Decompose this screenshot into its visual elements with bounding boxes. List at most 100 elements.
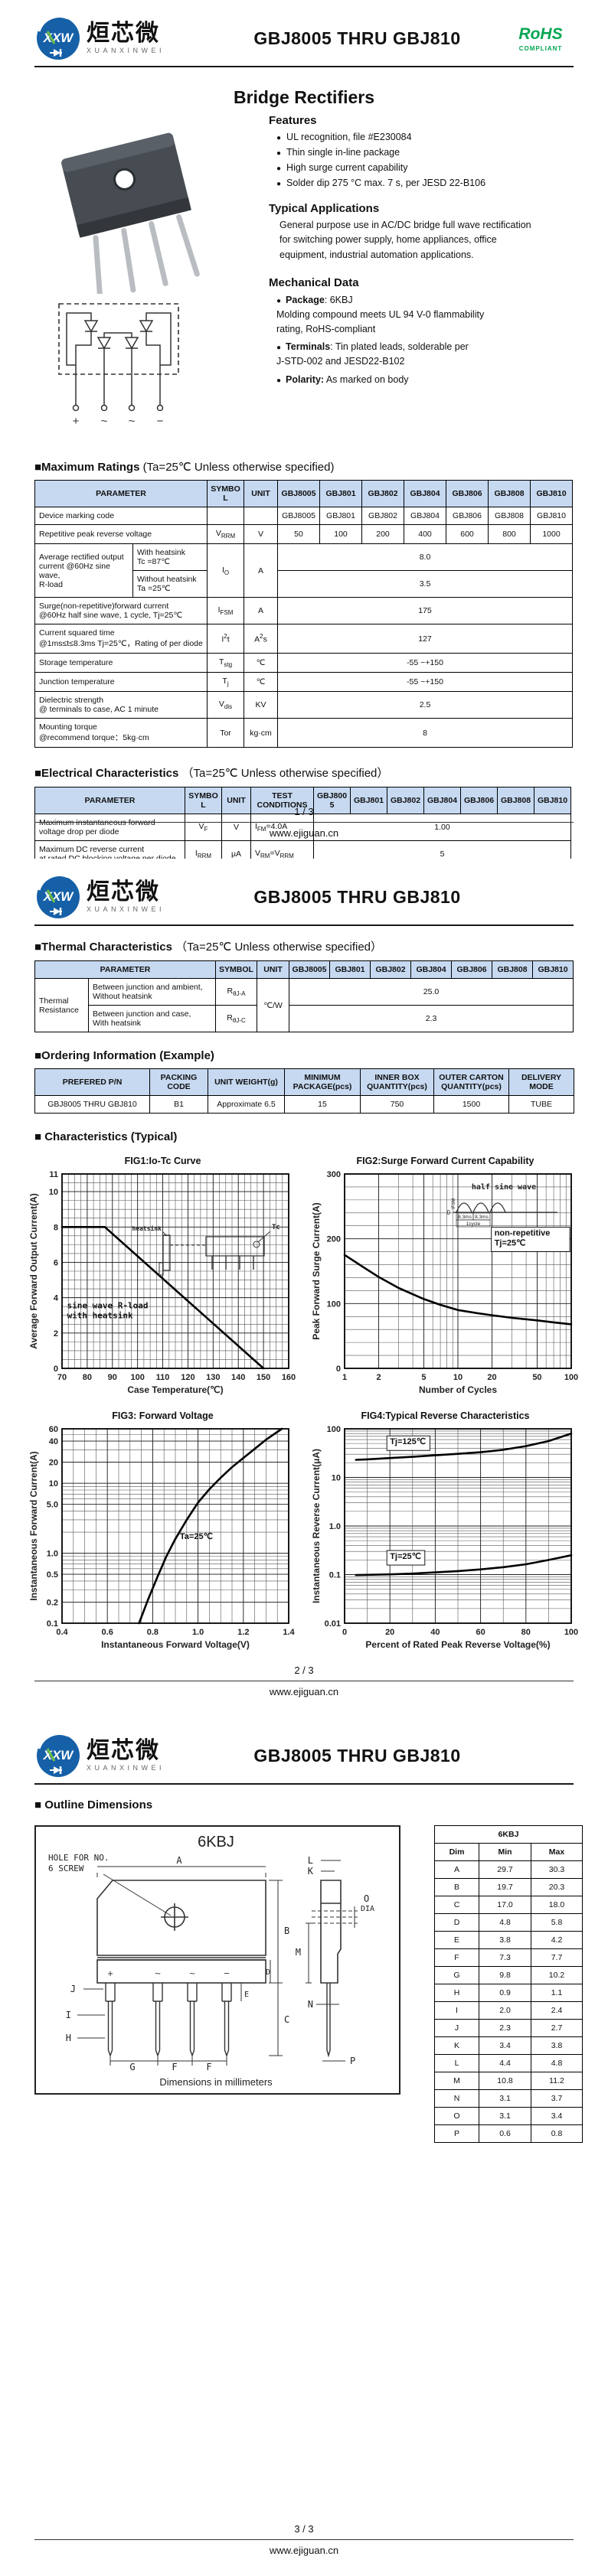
svg-text:Ta=25℃: Ta=25℃ <box>179 1532 212 1541</box>
cell: 750 <box>360 1095 434 1114</box>
product-photo <box>61 132 200 299</box>
cell: 10.8 <box>479 2072 531 2090</box>
header-cell: GBJ810 <box>530 480 574 507</box>
header-cell: UNIT <box>244 480 279 507</box>
svg-text:Instantaneous Forward Voltage(: Instantaneous Forward Voltage(V) <box>101 1639 250 1650</box>
table-row: F 7.3 7.7 <box>434 1948 583 1967</box>
cell: 18.0 <box>530 1896 583 1914</box>
feature-item: ● Thin single in-line package <box>276 147 400 158</box>
mechanical-item-text: As marked on body <box>324 373 409 385</box>
cell: Mounting torque @recommend torque：5kg·cm <box>34 718 208 748</box>
cell: A <box>244 543 279 598</box>
table-row: PARAMETER SYMBOL UNIT TEST CONDITIONS GBJ8005… <box>34 787 571 815</box>
fig1-cell: FIG1:Io-Tc Curve 70 80 90 100 110 120 130 140 15… <box>21 1156 304 1403</box>
cell: Between junction and case, With heatsink <box>87 1005 217 1032</box>
cell: 3.5 <box>277 570 574 598</box>
table-row: K 3.4 3.8 <box>434 2036 583 2055</box>
table-row: P 0.6 0.8 <box>434 2124 583 2143</box>
svg-text:2: 2 <box>53 1329 57 1339</box>
cell: F <box>434 1948 479 1967</box>
svg-text:0.6: 0.6 <box>101 1628 113 1637</box>
header-cell: DELIVERY MODE <box>508 1068 574 1096</box>
cell: K <box>434 2036 479 2055</box>
table-row: GBJ8005 THRU GBJ810 B1 Approximate 6.5 15 75… <box>34 1095 574 1114</box>
electrical-heading: ■Electrical Characteristics （Ta=25℃ Unle… <box>34 767 389 781</box>
mechanical-item-label: Polarity: <box>286 373 325 385</box>
cell: 30.3 <box>530 1860 583 1879</box>
cell: 1500 <box>433 1095 509 1114</box>
svg-text:0: 0 <box>342 1628 346 1637</box>
cell: 3.8 <box>479 1931 531 1949</box>
header-cell: GBJ801 <box>350 787 387 815</box>
header-cell: GBJ808 <box>497 787 534 815</box>
svg-text:Tj=125℃: Tj=125℃ <box>390 1437 426 1446</box>
svg-text:8.3ms: 8.3ms <box>475 1215 489 1220</box>
cell: L <box>434 2054 479 2072</box>
terminal-label-ac2: ~ <box>129 415 136 428</box>
cell: 10.2 <box>530 1966 583 1984</box>
table-row: M 10.8 11.2 <box>434 2072 583 2090</box>
cell: 175 <box>277 597 574 625</box>
mechanical-item: ● Polarity: As marked on body <box>276 373 574 387</box>
page-number: 3 / 3 <box>294 2523 314 2535</box>
svg-text:80: 80 <box>82 1373 91 1382</box>
svg-text:Number of Cycles: Number of Cycles <box>418 1384 496 1395</box>
cell: 3.8 <box>530 2036 583 2055</box>
table-row: Thermal Resistance Between junction and am… <box>34 978 574 1032</box>
dim-DIA: DIA <box>361 1905 374 1913</box>
header-cell: PARAMETER <box>34 960 217 979</box>
header-rule <box>34 66 574 67</box>
svg-text:11: 11 <box>49 1170 58 1179</box>
svg-text:IFSM: IFSM <box>452 1198 456 1209</box>
mechanical-item: ● Terminals: Tin plated leads, solderable… <box>276 340 574 369</box>
cell: Repetitive peak reverse voltage <box>34 523 208 545</box>
svg-text:1.0: 1.0 <box>191 1628 203 1637</box>
charts-grid: FIG1:Io-Tc Curve 70 80 90 100 110 120 130 140 15… <box>0 1148 608 1658</box>
table-row: Junction temperature Tj ℃ -55 ~+150 <box>34 672 574 693</box>
bullet-icon: ● <box>276 165 282 173</box>
svg-text:60: 60 <box>48 1425 57 1434</box>
table-row: PREFERED P/N PACKING CODE UNIT WEIGHT(g) MIN… <box>34 1068 574 1096</box>
dim-J: J <box>70 1984 76 1994</box>
diode-icon <box>50 49 62 57</box>
header-cell: GBJ8005 <box>277 480 321 507</box>
cell: -55 ~+150 <box>277 672 574 693</box>
cell: 3.7 <box>530 2089 583 2108</box>
table-row: I 2.0 2.4 <box>434 2001 583 2020</box>
svg-text:5: 5 <box>421 1373 426 1382</box>
cell: 5 <box>313 840 571 859</box>
header-cell: PARAMETER <box>34 787 185 815</box>
cell: GBJ801 <box>319 507 363 525</box>
svg-text:20: 20 <box>385 1628 394 1637</box>
fig4-cell: FIG4:Typical Reverse Characteristics 0 20… <box>304 1410 587 1658</box>
svg-text:20: 20 <box>48 1459 57 1468</box>
header-cell: GBJ810 <box>534 787 571 815</box>
header-cell: SYMBOL <box>185 787 222 815</box>
svg-text:heatsink: heatsink <box>132 1224 162 1232</box>
diode-icon <box>50 908 62 915</box>
cell: 1.1 <box>530 1984 583 2002</box>
cell: E <box>434 1931 479 1949</box>
cell: 0.9 <box>479 1984 531 2002</box>
page-1: XXW 烜芯微 XUANXINWEI GBJ8005 THRU GBJ810 R… <box>0 0 608 859</box>
dim-O: O <box>364 1893 369 1904</box>
table-row: PARAMETER SYMBOL UNIT GBJ8005 GBJ801 GBJ802 GB… <box>34 480 574 507</box>
electrical-table: PARAMETER SYMBOL UNIT TEST CONDITIONS GBJ8005… <box>34 787 571 859</box>
fig3-cell: FIG3: Forward Voltage 0.4 0.6 0.8 1.0 1.2 1.4… <box>21 1410 304 1658</box>
cell <box>207 507 245 525</box>
brand-name-en: XUANXINWEI <box>87 47 165 54</box>
svg-text:Instantaneous Forward Current(: Instantaneous Forward Current(A) <box>28 1451 39 1600</box>
cell: Tor <box>207 718 245 748</box>
brand-name-en: XUANXINWEI <box>87 905 165 913</box>
cell: 3.1 <box>479 2107 531 2125</box>
svg-text:160: 160 <box>281 1373 295 1382</box>
mechanical-list: ● Package: 6KBJ Molding compound meets UL … <box>269 293 574 387</box>
website: www.ejiguan.cn <box>269 827 339 839</box>
cell: Average rectified output current @60Hz si… <box>34 543 133 598</box>
cell: Maximum instantaneous forward voltage dro… <box>34 814 185 842</box>
cell: ℃/W <box>257 978 290 1032</box>
header-cell: GBJ808 <box>492 960 534 979</box>
cell: GBJ8005 <box>277 507 321 525</box>
cell: 50 <box>277 523 321 545</box>
table-row: Average rectified output current @60Hz si… <box>34 543 574 598</box>
